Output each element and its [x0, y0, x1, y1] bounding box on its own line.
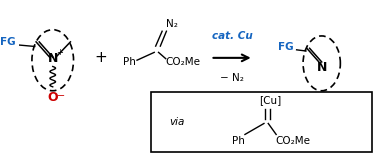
Text: CO₂Me: CO₂Me [276, 136, 310, 146]
Text: Ph: Ph [124, 57, 136, 67]
Text: Ph: Ph [232, 136, 245, 146]
Text: FG: FG [0, 37, 16, 47]
Text: +: + [95, 50, 107, 65]
Text: O: O [47, 91, 58, 103]
Text: N₂: N₂ [166, 19, 178, 29]
Text: −: − [57, 91, 65, 101]
Text: CO₂Me: CO₂Me [166, 57, 201, 67]
Text: via: via [169, 117, 184, 127]
Text: +: + [56, 48, 63, 57]
Text: − N₂: − N₂ [220, 73, 244, 83]
FancyBboxPatch shape [151, 92, 372, 152]
Text: [Cu]: [Cu] [259, 95, 281, 105]
Text: cat. Cu: cat. Cu [212, 31, 253, 41]
Text: FG: FG [279, 42, 294, 52]
Text: N: N [316, 61, 327, 74]
Text: N: N [48, 52, 58, 65]
